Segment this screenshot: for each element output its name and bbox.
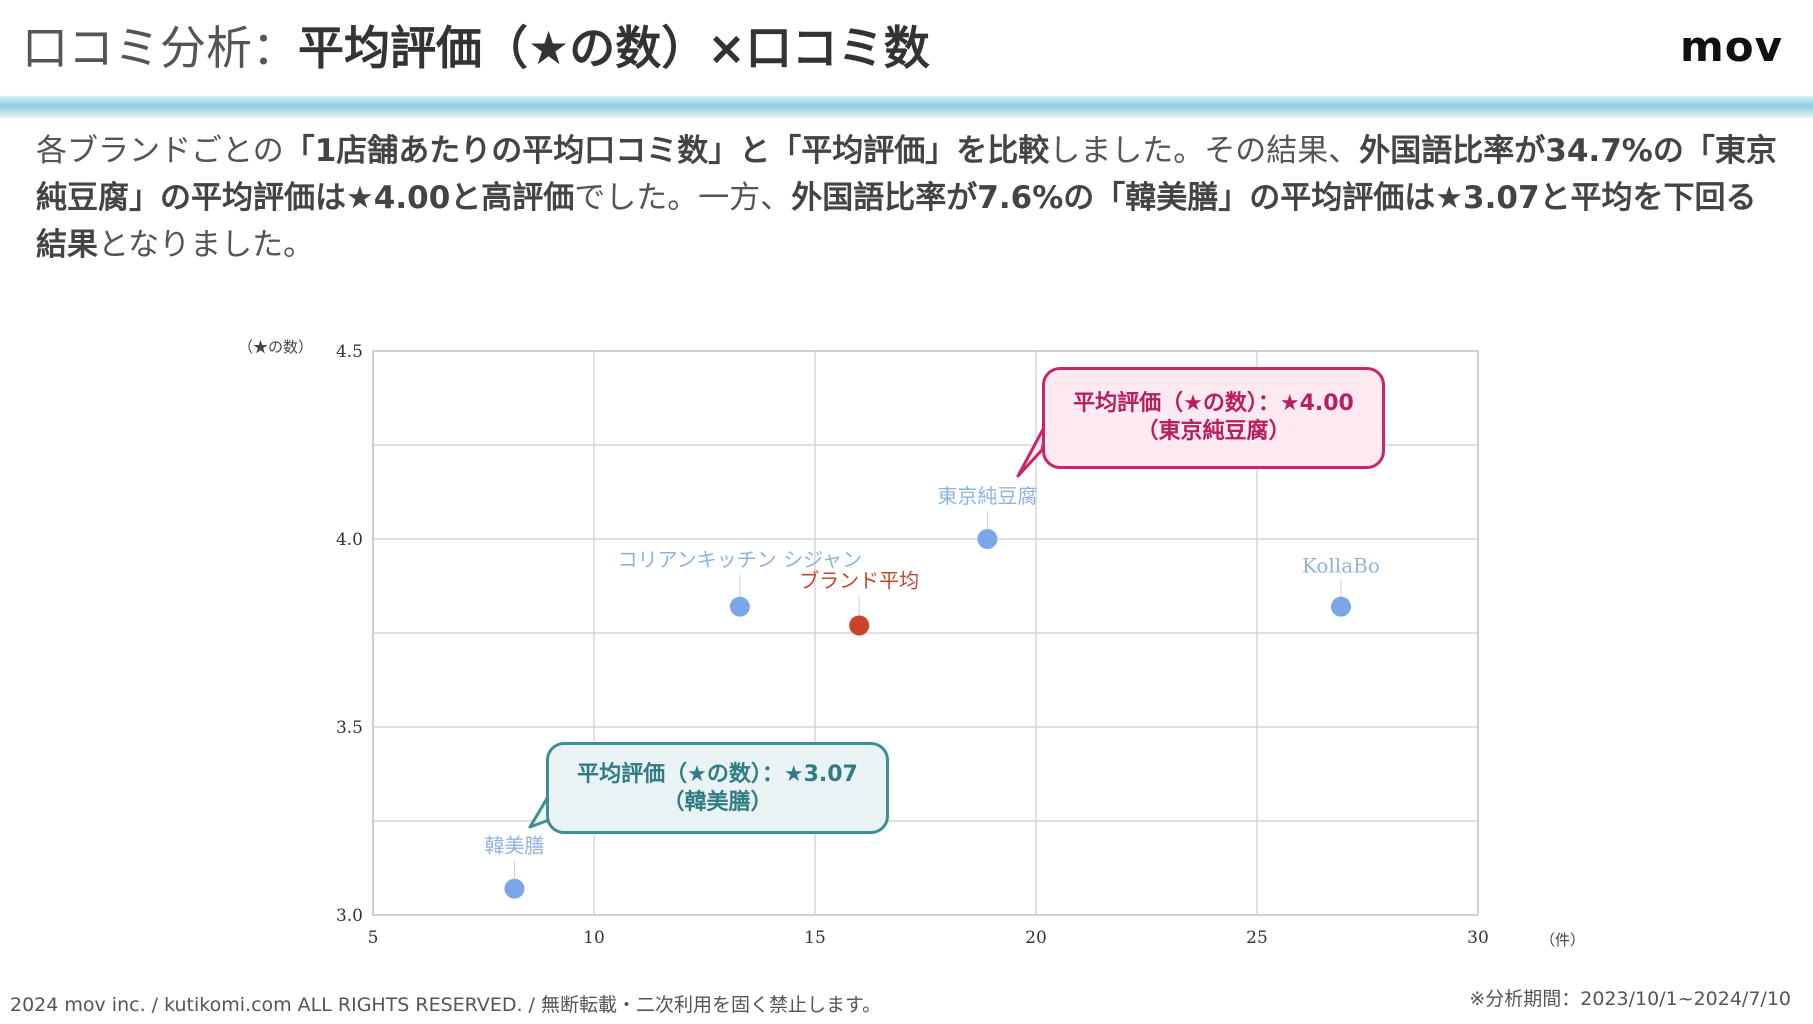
page-title-light: 口コミ分析： — [22, 21, 298, 75]
data-point — [1330, 596, 1351, 617]
x-axis-title: （件） — [1540, 931, 1585, 949]
description-paragraph: 各ブランドごとの「1店舗あたりの平均口コミ数」と「平均評価」を比較しました。その… — [36, 128, 1786, 269]
chart-axes: 5 10 15 20 25 30 3.0 3.5 4.0 4.5 （★の数） （件） — [238, 338, 1585, 949]
x-tick-label: 10 — [583, 928, 605, 948]
y-tick-label: 4.5 — [336, 342, 363, 362]
desc-bold-3: 外国語比率が7.6%の「韓美膳」の平均評価は★3.07と平均を下回る結果 — [36, 180, 1757, 263]
point-label: コリアンキッチン シジャン — [618, 548, 863, 572]
x-tick-label: 20 — [1025, 928, 1047, 948]
page-title-bold: 平均評価（★の数）×口コミ数 — [298, 21, 930, 75]
chart-connectors — [513, 511, 1342, 879]
x-tick-label: 25 — [1246, 928, 1268, 948]
x-tick-label: 15 — [804, 928, 826, 948]
data-point — [729, 596, 750, 617]
y-tick-label: 3.5 — [336, 718, 363, 738]
header-gradient-band — [0, 96, 1813, 118]
desc-bold-2: 外国語比率が34.7%の「東京純豆腐」の平均評価は★4.00と高評価 — [36, 133, 1777, 216]
point-label: 東京純豆腐 — [937, 484, 1037, 508]
callout-pink-line2: （東京純豆腐） — [1136, 419, 1291, 444]
desc-bold-1: 「1店舗あたりの平均口コミ数」と「平均評価」を比較 — [283, 133, 1050, 169]
data-point — [504, 878, 525, 899]
footer-copyright: 2024 mov inc. / kutikomi.com ALL RIGHTS … — [10, 994, 882, 1016]
desc-text-1: 各ブランドごとの — [36, 133, 284, 169]
callout-pink-line1: 平均評価（★の数）：★4.00 — [1073, 391, 1354, 416]
page-title: 口コミ分析：平均評価（★の数）×口コミ数 — [22, 18, 930, 78]
desc-text-2: しました。その結果、 — [1049, 133, 1360, 169]
data-point — [849, 615, 870, 636]
desc-text-3: でした。一方、 — [574, 180, 792, 216]
callout-teal-line2: （韓美膳） — [662, 790, 773, 815]
x-tick-label: 5 — [368, 928, 379, 948]
point-label: ブランド平均 — [799, 568, 919, 592]
y-tick-label: 3.0 — [336, 906, 363, 926]
mov-logo: mov — [1680, 22, 1783, 71]
y-axis-title: （★の数） — [238, 338, 313, 356]
callout-tokyo-sundubu: 平均評価（★の数）：★4.00 （東京純豆腐） — [1042, 367, 1385, 469]
chart-points — [504, 529, 1351, 899]
y-tick-label: 4.0 — [336, 530, 363, 550]
callout-kanbizen: 平均評価（★の数）：★3.07 （韓美膳） — [546, 742, 889, 834]
callout-teal-line1: 平均評価（★の数）：★3.07 — [577, 762, 858, 787]
data-point — [977, 529, 998, 549]
footer-period: ※分析期間：2023/10/1~2024/7/10 — [1469, 988, 1791, 1010]
x-tick-label: 30 — [1467, 928, 1489, 948]
header: 口コミ分析：平均評価（★の数）×口コミ数 mov — [0, 0, 1813, 100]
point-label: 韓美膳 — [484, 834, 544, 858]
desc-text-4: となりました。 — [98, 227, 315, 263]
plot-frame — [372, 350, 1479, 916]
point-label: KollaBo — [1302, 554, 1380, 578]
